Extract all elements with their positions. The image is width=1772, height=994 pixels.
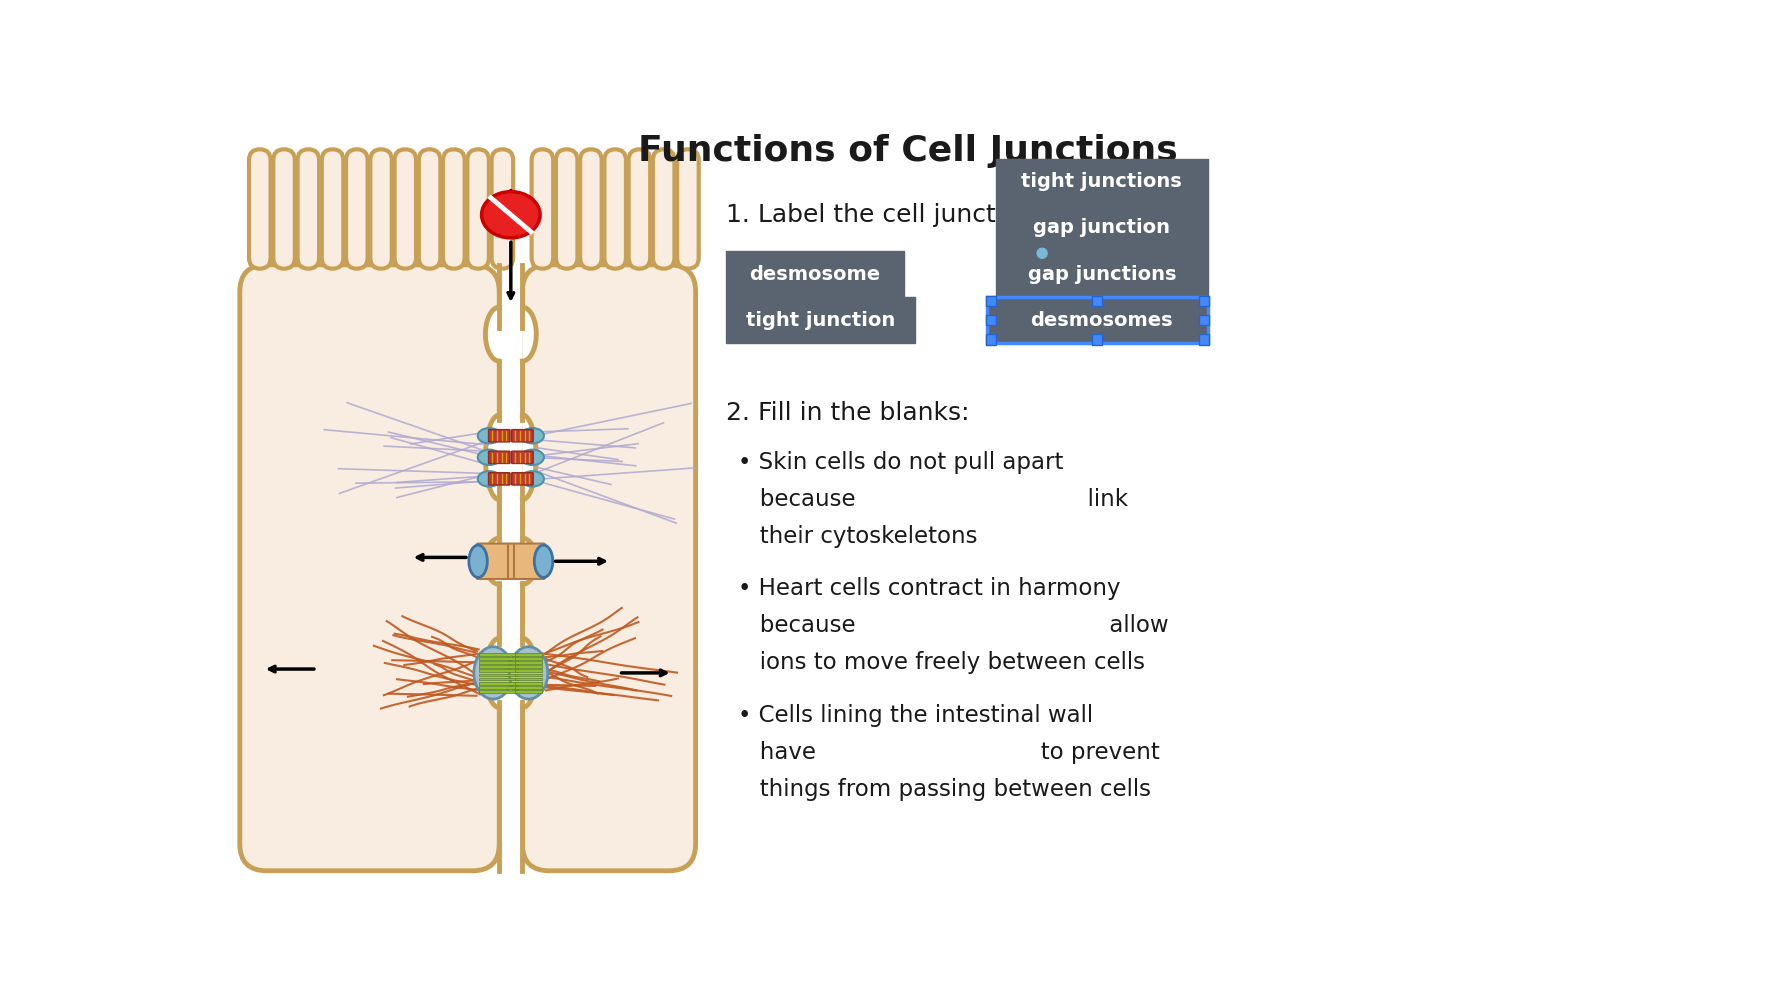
FancyBboxPatch shape [996,159,1209,205]
FancyBboxPatch shape [443,149,464,268]
Ellipse shape [478,471,501,487]
Bar [985,296,996,306]
Text: • Cells lining the intestinal wall: • Cells lining the intestinal wall [737,704,1093,727]
FancyBboxPatch shape [239,264,500,871]
Ellipse shape [478,449,501,465]
Ellipse shape [521,428,544,443]
Bar [478,678,517,681]
Text: gap junction: gap junction [1033,219,1170,238]
FancyBboxPatch shape [677,149,698,268]
FancyBboxPatch shape [512,429,533,442]
FancyBboxPatch shape [489,473,510,485]
Bar [1200,296,1209,306]
Bar [500,264,523,871]
Bar [1200,335,1209,345]
Text: tight junctions: tight junctions [1021,172,1182,191]
FancyBboxPatch shape [250,149,271,268]
Bar [514,690,542,693]
FancyBboxPatch shape [418,149,441,268]
Bar [514,678,542,681]
FancyBboxPatch shape [395,149,416,268]
Text: 2. Fill in the blanks:: 2. Fill in the blanks: [727,402,969,425]
Text: Functions of Cell Junctions: Functions of Cell Junctions [638,134,1178,168]
Bar [478,653,517,656]
FancyBboxPatch shape [996,250,1209,297]
Text: • Heart cells contract in harmony: • Heart cells contract in harmony [737,578,1120,600]
Bar [1092,335,1102,345]
FancyBboxPatch shape [491,149,514,268]
Bar [478,686,517,689]
FancyBboxPatch shape [579,149,602,268]
Ellipse shape [482,192,540,238]
Bar [478,670,517,672]
Bar [985,335,996,345]
FancyBboxPatch shape [996,205,1209,250]
Text: their cytoskeletons: their cytoskeletons [737,525,978,548]
FancyBboxPatch shape [489,429,510,442]
Bar [514,661,542,664]
Text: things from passing between cells: things from passing between cells [737,777,1152,800]
Text: have                               to prevent: have to prevent [737,741,1159,763]
Circle shape [1037,248,1047,258]
FancyBboxPatch shape [532,149,553,268]
FancyBboxPatch shape [370,149,392,268]
Text: desmosome: desmosome [750,264,881,283]
Text: gap junctions: gap junctions [1028,264,1177,283]
Bar [514,674,542,676]
FancyBboxPatch shape [652,149,675,268]
Text: tight junction: tight junction [746,311,895,330]
Ellipse shape [535,545,553,578]
Ellipse shape [521,449,544,465]
FancyBboxPatch shape [323,149,344,268]
Bar [1092,296,1102,306]
Bar [985,315,996,325]
Bar [1200,315,1209,325]
Text: desmosomes: desmosomes [1031,311,1173,330]
Ellipse shape [509,647,548,699]
Text: because                                   allow: because allow [737,614,1168,637]
Bar [478,682,517,685]
FancyBboxPatch shape [556,149,578,268]
Bar [514,665,542,668]
FancyBboxPatch shape [727,297,914,343]
FancyBboxPatch shape [477,544,546,579]
Text: ions to move freely between cells: ions to move freely between cells [737,651,1145,674]
Bar [478,690,517,693]
Bar [514,653,542,656]
Bar [478,674,517,676]
FancyBboxPatch shape [727,250,904,297]
FancyBboxPatch shape [273,149,294,268]
Ellipse shape [521,471,544,487]
Bar [478,657,517,660]
FancyBboxPatch shape [468,149,489,268]
FancyBboxPatch shape [604,149,626,268]
FancyBboxPatch shape [346,149,367,268]
Ellipse shape [470,545,487,578]
Ellipse shape [478,428,501,443]
Bar [514,686,542,689]
FancyBboxPatch shape [987,297,1209,343]
FancyBboxPatch shape [523,264,696,871]
Text: • Skin cells do not pull apart: • Skin cells do not pull apart [737,451,1063,474]
Bar [514,670,542,672]
FancyBboxPatch shape [489,451,510,463]
Ellipse shape [473,647,512,699]
FancyBboxPatch shape [512,473,533,485]
Bar [478,665,517,668]
FancyBboxPatch shape [512,451,533,463]
Bar [514,682,542,685]
FancyBboxPatch shape [629,149,650,268]
Text: because                                link: because link [737,488,1129,511]
Bar [478,661,517,664]
Bar [514,657,542,660]
FancyBboxPatch shape [298,149,319,268]
Text: 1. Label the cell junctions:: 1. Label the cell junctions: [727,203,1056,228]
